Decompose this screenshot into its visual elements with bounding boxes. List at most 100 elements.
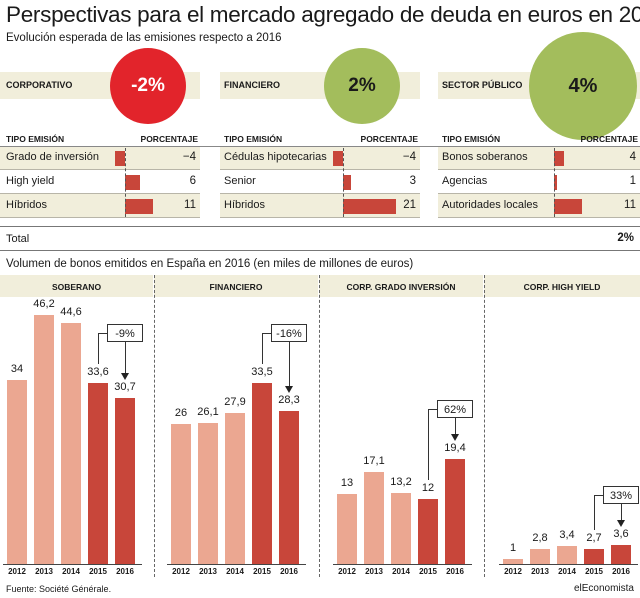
arrow-down-icon xyxy=(617,519,625,527)
row-line xyxy=(220,169,420,170)
row-line xyxy=(0,193,200,194)
bar-value-label: 13,2 xyxy=(390,475,412,488)
row-label: Bonos soberanos xyxy=(442,151,528,163)
bar-2013 xyxy=(530,548,550,564)
bar-value-label: 3,6 xyxy=(613,527,629,540)
callout-bracket xyxy=(98,332,99,364)
bar-value-label: 17,1 xyxy=(363,454,385,467)
col-header-type: TIPO EMISIÓN xyxy=(6,134,65,144)
callout-bracket xyxy=(594,494,595,531)
row-band xyxy=(220,146,420,169)
callout-bracket xyxy=(428,409,429,481)
bar-value-label: 13 xyxy=(340,476,354,489)
percent-bar xyxy=(554,151,564,166)
row-label: High yield xyxy=(6,175,55,187)
row-line xyxy=(220,193,420,194)
row-value: 6 xyxy=(189,175,196,187)
change-callout: 33% xyxy=(603,485,639,504)
bar-2012 xyxy=(337,493,357,564)
callout-arrow-stem xyxy=(455,418,456,435)
x-tick-label: 2015 xyxy=(419,567,437,576)
arrow-down-icon xyxy=(121,373,129,381)
row-value: 11 xyxy=(624,199,636,211)
callout-bracket xyxy=(98,332,107,334)
x-tick-label: 2014 xyxy=(226,567,244,576)
percent-bar xyxy=(125,175,140,190)
panel-divider xyxy=(484,275,485,577)
page-title: Perspectivas para el mercado agregado de… xyxy=(6,2,640,27)
row-label: Híbridos xyxy=(6,199,47,211)
bar-value-label: 3,4 xyxy=(559,528,575,541)
bar-value-label: 44,6 xyxy=(60,306,82,319)
panel-title: CORP. HIGH YIELD xyxy=(523,282,601,292)
callout-bracket xyxy=(262,333,271,335)
row-label: Agencias xyxy=(442,175,488,187)
x-tick-label: 2014 xyxy=(558,567,576,576)
zero-baseline xyxy=(125,148,126,217)
total-label: Total xyxy=(6,233,30,245)
row-value: 21 xyxy=(403,199,416,211)
panel-divider xyxy=(154,275,155,577)
x-tick-label: 2012 xyxy=(172,567,190,576)
bar-2015 xyxy=(88,382,108,564)
row-band xyxy=(438,194,640,217)
bar-value-label: 27,9 xyxy=(224,396,246,409)
bar-value-label: 26,1 xyxy=(197,406,219,419)
row-label: Senior xyxy=(224,175,256,187)
x-tick-label: 2016 xyxy=(280,567,298,576)
bar-2015 xyxy=(418,499,438,564)
col-header-percent: PORCENTAJE xyxy=(580,134,638,144)
percent-bar xyxy=(125,199,153,214)
bar-value-label: 34 xyxy=(10,363,24,376)
arrow-down-icon xyxy=(451,434,459,442)
panel-title: CORP. GRADO INVERSIÓN xyxy=(346,282,456,292)
x-axis xyxy=(333,564,472,565)
x-axis xyxy=(3,564,142,565)
row-band xyxy=(438,146,640,169)
page-subtitle: Evolución esperada de las emisiones resp… xyxy=(6,32,282,44)
row-value: −4 xyxy=(402,151,416,163)
callout-bracket xyxy=(262,333,263,365)
callout-arrow-stem xyxy=(125,341,126,374)
change-circle-sector-p-blico: 4% xyxy=(529,32,637,140)
panel-band xyxy=(484,275,640,297)
x-tick-label: 2016 xyxy=(446,567,464,576)
x-axis xyxy=(499,564,638,565)
row-label: Cédulas hipotecarias xyxy=(224,151,327,163)
bar-value-label: 26 xyxy=(174,406,188,419)
total-separator-bottom xyxy=(0,250,640,251)
x-tick-label: 2014 xyxy=(62,567,80,576)
bar-value-label: 28,3 xyxy=(278,394,300,407)
bar-value-label: 19,4 xyxy=(444,442,466,455)
bar-2012 xyxy=(503,558,523,564)
change-circle-corporativo: -2% xyxy=(110,48,186,124)
row-line xyxy=(438,217,640,218)
percent-bar xyxy=(333,151,343,166)
bar-2013 xyxy=(34,314,54,564)
panel-band xyxy=(0,275,153,297)
percent-bar xyxy=(343,175,351,190)
bar-2015 xyxy=(584,549,604,564)
row-line xyxy=(220,217,420,218)
bar-2014 xyxy=(61,323,81,564)
callout-arrow-stem xyxy=(621,503,622,520)
row-value: 11 xyxy=(184,199,196,211)
row-line xyxy=(438,193,640,194)
row-label: Autoridades locales xyxy=(442,199,539,211)
col-header-percent: PORCENTAJE xyxy=(140,134,198,144)
bar-value-label: 12 xyxy=(421,482,435,495)
bar-2013 xyxy=(364,471,384,564)
change-circle-financiero: 2% xyxy=(324,48,400,124)
x-tick-label: 2015 xyxy=(89,567,107,576)
x-tick-label: 2013 xyxy=(531,567,549,576)
bar-2016 xyxy=(611,544,631,564)
row-band xyxy=(0,146,200,169)
bar-value-label: 1 xyxy=(509,541,517,554)
change-value: 4% xyxy=(568,74,598,97)
row-label: Híbridos xyxy=(224,199,265,211)
panel-divider xyxy=(319,275,320,577)
x-tick-label: 2016 xyxy=(116,567,134,576)
bar-2014 xyxy=(391,492,411,564)
bar-2015 xyxy=(252,383,272,564)
x-tick-label: 2015 xyxy=(585,567,603,576)
